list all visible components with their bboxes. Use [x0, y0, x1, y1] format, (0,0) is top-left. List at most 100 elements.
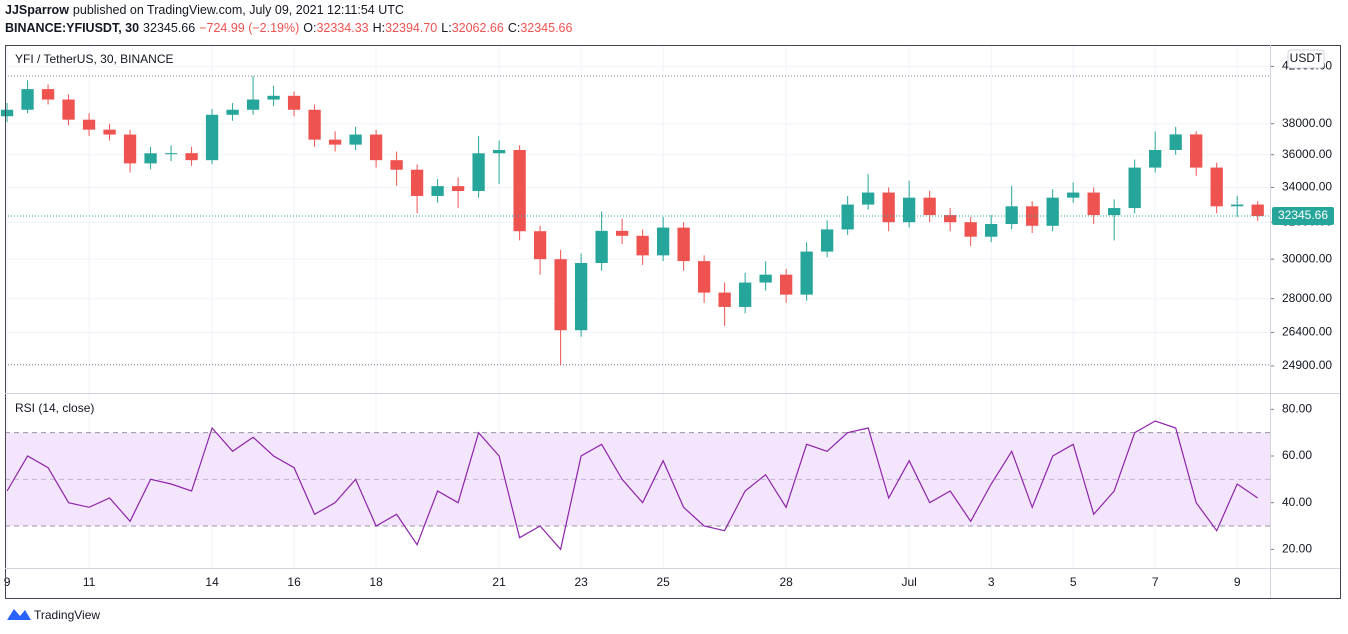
candle-body — [677, 227, 690, 262]
y-tick-label: 36000.00 — [1282, 147, 1332, 161]
candle-body — [164, 153, 178, 155]
candle-body — [800, 251, 813, 295]
currency-label: USDT — [1290, 51, 1323, 65]
candle-body — [697, 261, 711, 293]
candle-body — [820, 229, 834, 252]
y-tick-label: 60.00 — [1282, 448, 1312, 462]
candle-body — [1169, 134, 1182, 150]
candle-body — [1190, 134, 1203, 168]
pane-title: RSI (14, close) — [15, 401, 94, 415]
footer-logo: TradingView — [7, 608, 100, 622]
x-tick-label: 5 — [1070, 575, 1077, 589]
candle-body — [451, 186, 465, 192]
x-tick-label: 28 — [779, 575, 793, 589]
candle-body — [0, 109, 14, 117]
published: published on TradingView.com, July 09, 2… — [73, 3, 404, 17]
candle-body — [21, 89, 34, 110]
o-label: O: — [303, 21, 316, 35]
candle-body — [779, 274, 793, 295]
x-tick-label: 7 — [1152, 575, 1159, 589]
candle-body — [841, 204, 854, 230]
candle-body — [1046, 197, 1059, 226]
quote-line: BINANCE:YFIUSDT, 30 32345.66 −724.99 (−2.1… — [5, 21, 573, 35]
candle-body — [205, 114, 219, 161]
candle-body — [1108, 208, 1121, 216]
candle-body — [759, 274, 772, 283]
candle-body — [103, 129, 116, 135]
y-tick-label: 38000.00 — [1282, 116, 1332, 130]
candle-body — [410, 169, 424, 196]
plot-layer: 91114161821232528Jul357942000.0038000.00… — [0, 45, 1332, 589]
x-tick-label: 14 — [205, 575, 219, 589]
last-price-label: 32345.66 — [1278, 208, 1328, 222]
candle-body — [882, 192, 895, 223]
y-tick-label: 20.00 — [1282, 542, 1312, 556]
candle-body — [903, 197, 916, 223]
candle-body — [349, 134, 362, 145]
candle-body — [985, 223, 998, 237]
x-tick-label: 21 — [492, 575, 506, 589]
x-tick-label: 9 — [4, 575, 11, 589]
candle-body — [718, 292, 731, 307]
last-price-badge — [1272, 207, 1334, 226]
candle-body — [472, 153, 485, 192]
candle-body — [1026, 206, 1039, 226]
x-tick-label: 23 — [574, 575, 588, 589]
candle-body — [533, 231, 547, 260]
candle-body — [287, 95, 301, 110]
y-tick-label: 34000.00 — [1282, 180, 1332, 194]
pane-title: YFI / TetherUS, 30, BINANCE — [15, 52, 174, 66]
candle-body — [554, 259, 567, 331]
last-price: 32345.66 — [143, 21, 195, 35]
candle-body — [41, 89, 55, 100]
brand: TradingView — [34, 608, 100, 622]
candle-body — [1128, 167, 1141, 209]
candle-body — [964, 222, 977, 237]
logo-icon — [7, 609, 31, 620]
o-value: 32334.33 — [316, 21, 368, 35]
currency-badge — [1287, 49, 1325, 69]
x-tick-label: Jul — [901, 575, 916, 589]
frame — [5, 45, 1341, 599]
x-tick-label: 25 — [656, 575, 670, 589]
y-tick-label: 28000.00 — [1282, 291, 1332, 305]
candle-body — [369, 134, 383, 161]
candle-body — [574, 263, 588, 331]
candle-body — [1005, 206, 1018, 224]
author: JJSparrow — [5, 3, 69, 17]
candle-body — [328, 139, 342, 145]
candle-body — [226, 109, 239, 115]
candle-body — [144, 153, 157, 164]
c-label: C: — [508, 21, 521, 35]
x-tick-label: 18 — [369, 575, 383, 589]
candle-body — [738, 282, 752, 307]
x-tick-label: 16 — [287, 575, 301, 589]
x-tick-label: 9 — [1234, 575, 1241, 589]
publish-line: JJSparrow published on TradingView.com, J… — [5, 3, 404, 17]
candle-body — [1210, 167, 1223, 207]
candle-body — [615, 230, 629, 236]
candle-body — [390, 160, 403, 170]
y-tick-label: 24900.00 — [1282, 358, 1332, 372]
candle-body — [123, 134, 137, 164]
candle-body — [595, 230, 608, 264]
rsi-line — [6, 420, 1259, 551]
y-tick-label: 26400.00 — [1282, 325, 1332, 339]
candle-body — [82, 119, 96, 130]
l-label: L: — [441, 21, 451, 35]
y-tick-label: 30000.00 — [1282, 251, 1332, 265]
l-value: 32062.66 — [452, 21, 504, 35]
h-label: H: — [373, 21, 386, 35]
candle-body — [636, 235, 649, 256]
change: −724.99 (−2.19%) — [199, 21, 299, 35]
candle-body — [492, 149, 506, 154]
y-tick-label: 80.00 — [1282, 402, 1312, 416]
x-tick-label: 3 — [988, 575, 995, 589]
candle-body — [185, 153, 198, 161]
candle-body — [1087, 192, 1100, 216]
x-tick-label: 11 — [83, 575, 96, 589]
candle-body — [1149, 149, 1162, 168]
